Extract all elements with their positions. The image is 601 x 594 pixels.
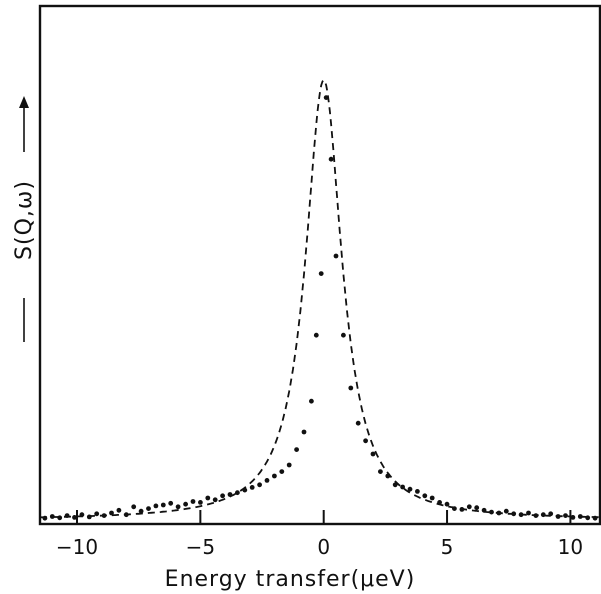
data-point — [131, 504, 137, 510]
data-point — [570, 515, 576, 520]
data-point — [422, 493, 428, 499]
data-point — [279, 469, 285, 474]
data-point — [392, 482, 398, 488]
x-tick-label: 10 — [558, 535, 583, 559]
lorentzian-fit-line — [40, 78, 600, 519]
data-point — [437, 500, 442, 505]
data-point — [466, 504, 472, 510]
data-point — [328, 156, 334, 162]
data-point — [555, 514, 561, 519]
data-point — [341, 332, 346, 338]
data-point — [264, 478, 270, 483]
plot-frame — [38, 4, 601, 526]
data-point — [309, 398, 314, 404]
data-point — [323, 95, 329, 100]
data-point — [526, 510, 531, 516]
data-point — [79, 512, 85, 518]
data-point — [257, 482, 262, 488]
data-point — [205, 495, 211, 501]
data-point — [249, 485, 255, 490]
data-point — [64, 513, 70, 518]
data-point — [444, 501, 450, 507]
data-point — [585, 515, 591, 521]
data-point — [489, 509, 494, 515]
data-point — [348, 385, 354, 391]
data-point — [370, 451, 376, 457]
data-point — [518, 512, 524, 518]
data-points-layer — [42, 95, 598, 521]
data-point — [540, 512, 546, 518]
x-tick-label: −10 — [56, 535, 98, 559]
data-point — [577, 514, 583, 519]
data-point — [355, 420, 361, 426]
data-point — [385, 473, 391, 479]
data-point — [452, 506, 457, 511]
data-point — [94, 511, 100, 517]
data-point — [138, 508, 144, 514]
data-point — [563, 513, 568, 518]
data-point — [378, 469, 383, 474]
data-point — [286, 462, 292, 468]
data-point — [313, 332, 319, 338]
x-ticks: −10 −5 0 5 10 — [56, 510, 583, 559]
data-point — [242, 487, 248, 493]
data-point — [183, 501, 189, 507]
y-axis-title-group: S(Q,ω) — [12, 96, 37, 342]
x-tick-label: 0 — [317, 535, 330, 559]
data-point — [146, 506, 151, 511]
data-point — [459, 507, 465, 512]
data-point — [116, 507, 122, 513]
lorentzian-curve-layer — [40, 78, 600, 519]
data-point — [415, 489, 420, 494]
y-axis-arrow-icon — [19, 96, 29, 108]
data-point — [592, 515, 598, 521]
data-point — [511, 511, 517, 517]
data-point — [86, 514, 92, 520]
data-point — [301, 429, 307, 435]
data-point — [109, 510, 114, 516]
data-point — [175, 504, 181, 510]
data-point — [198, 500, 203, 505]
data-point — [123, 512, 129, 518]
x-tick-label: 5 — [441, 535, 454, 559]
data-point — [294, 447, 299, 452]
data-point — [72, 515, 77, 520]
data-point — [168, 500, 174, 506]
data-point — [212, 497, 218, 503]
data-point — [548, 511, 554, 517]
data-point — [503, 508, 509, 514]
data-point — [363, 438, 368, 444]
x-axis-title: Energy transfer(μeV) — [165, 567, 416, 592]
data-point — [318, 271, 324, 276]
data-point — [227, 492, 233, 497]
data-point — [220, 493, 226, 499]
y-axis-title: S(Q,ω) — [12, 180, 37, 260]
data-point — [57, 515, 63, 521]
data-point — [272, 473, 277, 479]
data-point — [400, 484, 405, 490]
data-point — [153, 503, 159, 509]
data-point — [333, 253, 339, 259]
data-point — [429, 495, 435, 501]
data-point — [160, 502, 166, 508]
data-point — [190, 499, 196, 504]
data-point — [235, 490, 240, 496]
data-point — [481, 507, 487, 513]
data-point — [42, 515, 48, 521]
data-point — [496, 510, 502, 516]
x-tick-label: −5 — [186, 535, 215, 559]
data-point — [407, 486, 413, 492]
data-point — [101, 513, 107, 518]
data-point — [49, 514, 55, 519]
data-point — [474, 505, 480, 511]
data-point — [533, 513, 539, 518]
